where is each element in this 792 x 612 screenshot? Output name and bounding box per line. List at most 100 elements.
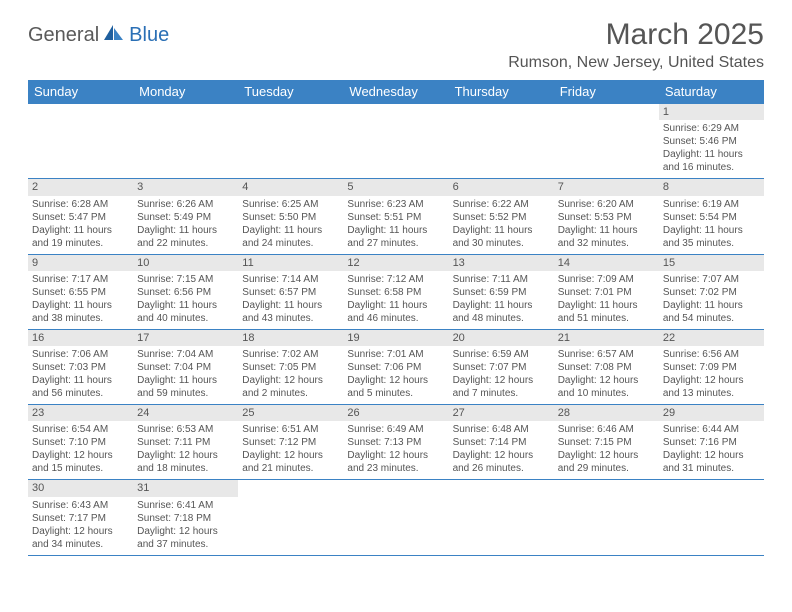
calendar-cell: 17 Sunrise: 7:04 AMSunset: 7:04 PMDayligh… [133,329,238,404]
calendar-cell: 4Sunrise: 6:25 AMSunset: 5:50 PMDaylight… [238,179,343,254]
daylight-text: Daylight: 12 hours and 37 minutes. [137,525,234,551]
daylight-text: Daylight: 12 hours and 23 minutes. [347,449,444,475]
logo: General Blue [28,24,169,47]
day-info: Sunrise: 7:12 AMSunset: 6:58 PMDaylight:… [347,273,444,325]
day-number: 20 [449,330,554,346]
day-number: 12 [343,255,448,271]
calendar-cell [343,480,448,555]
day-number: 22 [659,330,764,346]
day-header-row: SundayMondayTuesdayWednesdayThursdayFrid… [28,80,764,104]
sunrise-text: Sunrise: 6:29 AM [663,122,760,135]
daylight-text: Daylight: 12 hours and 5 minutes. [347,374,444,400]
sunrise-text: Sunrise: 6:53 AM [137,423,234,436]
calendar-cell: 19 Sunrise: 7:01 AMSunset: 7:06 PMDayligh… [343,329,448,404]
day-number: 10 [133,255,238,271]
day-number: 21 [554,330,659,346]
calendar-cell [28,104,133,179]
day-header: Saturday [659,80,764,104]
sunrise-text: Sunrise: 6:48 AM [453,423,550,436]
sunrise-text: Sunrise: 6:23 AM [347,198,444,211]
sunrise-text: Sunrise: 7:09 AM [558,273,655,286]
month-title: March 2025 [508,18,764,52]
title-block: March 2025 Rumson, New Jersey, United St… [508,18,764,72]
day-header: Sunday [28,80,133,104]
day-number: 16 [28,330,133,346]
day-info: Sunrise: 6:19 AMSunset: 5:54 PMDaylight:… [663,198,760,250]
day-number: 17 [133,330,238,346]
day-number: 23 [28,405,133,421]
calendar-cell: 16 Sunrise: 7:06 AMSunset: 7:03 PMDayligh… [28,329,133,404]
day-number: 19 [343,330,448,346]
calendar-cell [133,104,238,179]
sunrise-text: Sunrise: 6:25 AM [242,198,339,211]
sunset-text: Sunset: 6:56 PM [137,286,234,299]
calendar-week: 30Sunrise: 6:43 AMSunset: 7:17 PMDayligh… [28,480,764,555]
day-info: Sunrise: 6:29 AMSunset: 5:46 PMDaylight:… [663,122,760,174]
sunrise-text: Sunrise: 6:49 AM [347,423,444,436]
calendar-cell: 3Sunrise: 6:26 AMSunset: 5:49 PMDaylight… [133,179,238,254]
sunset-text: Sunset: 7:03 PM [32,361,129,374]
sunset-text: Sunset: 7:05 PM [242,361,339,374]
day-info: Sunrise: 6:28 AMSunset: 5:47 PMDaylight:… [32,198,129,250]
sunrise-text: Sunrise: 6:22 AM [453,198,550,211]
sunset-text: Sunset: 7:01 PM [558,286,655,299]
calendar-cell: 30Sunrise: 6:43 AMSunset: 7:17 PMDayligh… [28,480,133,555]
calendar-cell: 18Sunrise: 7:02 AMSunset: 7:05 PMDayligh… [238,329,343,404]
day-number: 25 [238,405,343,421]
sunset-text: Sunset: 7:02 PM [663,286,760,299]
sunset-text: Sunset: 7:15 PM [558,436,655,449]
sunrise-text: Sunrise: 7:04 AM [137,348,234,361]
daylight-text: Daylight: 11 hours and 30 minutes. [453,224,550,250]
calendar-cell: 23 Sunrise: 6:54 AMSunset: 7:10 PMDayligh… [28,405,133,480]
day-info: Sunrise: 6:26 AMSunset: 5:49 PMDaylight:… [137,198,234,250]
day-info: Sunrise: 7:04 AMSunset: 7:04 PMDaylight:… [137,348,234,400]
sunset-text: Sunset: 5:49 PM [137,211,234,224]
calendar-cell [449,480,554,555]
day-info: Sunrise: 7:06 AMSunset: 7:03 PMDaylight:… [32,348,129,400]
sunset-text: Sunset: 6:57 PM [242,286,339,299]
day-info: Sunrise: 7:09 AMSunset: 7:01 PMDaylight:… [558,273,655,325]
day-info: Sunrise: 6:41 AMSunset: 7:18 PMDaylight:… [137,499,234,551]
day-number: 9 [28,255,133,271]
calendar-week: 1Sunrise: 6:29 AMSunset: 5:46 PMDaylight… [28,104,764,179]
day-info: Sunrise: 7:01 AMSunset: 7:06 PMDaylight:… [347,348,444,400]
day-header: Tuesday [238,80,343,104]
sunrise-text: Sunrise: 6:56 AM [663,348,760,361]
calendar-cell [238,480,343,555]
sunset-text: Sunset: 7:16 PM [663,436,760,449]
sunset-text: Sunset: 7:18 PM [137,512,234,525]
calendar-cell [659,480,764,555]
calendar-week: 2Sunrise: 6:28 AMSunset: 5:47 PMDaylight… [28,179,764,254]
calendar-cell: 11Sunrise: 7:14 AMSunset: 6:57 PMDayligh… [238,254,343,329]
calendar-cell [554,104,659,179]
sunrise-text: Sunrise: 7:14 AM [242,273,339,286]
daylight-text: Daylight: 11 hours and 22 minutes. [137,224,234,250]
day-info: Sunrise: 6:25 AMSunset: 5:50 PMDaylight:… [242,198,339,250]
calendar-cell [449,104,554,179]
day-number: 15 [659,255,764,271]
calendar-body: 1Sunrise: 6:29 AMSunset: 5:46 PMDaylight… [28,104,764,556]
sunrise-text: Sunrise: 7:06 AM [32,348,129,361]
sunrise-text: Sunrise: 6:20 AM [558,198,655,211]
daylight-text: Daylight: 11 hours and 32 minutes. [558,224,655,250]
sunset-text: Sunset: 7:17 PM [32,512,129,525]
daylight-text: Daylight: 11 hours and 56 minutes. [32,374,129,400]
sunset-text: Sunset: 7:07 PM [453,361,550,374]
daylight-text: Daylight: 11 hours and 24 minutes. [242,224,339,250]
sunset-text: Sunset: 6:55 PM [32,286,129,299]
sunrise-text: Sunrise: 6:57 AM [558,348,655,361]
sunrise-text: Sunrise: 7:15 AM [137,273,234,286]
day-number: 30 [28,480,133,496]
calendar-cell: 21Sunrise: 6:57 AMSunset: 7:08 PMDayligh… [554,329,659,404]
day-info: Sunrise: 6:54 AMSunset: 7:10 PMDaylight:… [32,423,129,475]
calendar-cell: 28Sunrise: 6:46 AMSunset: 7:15 PMDayligh… [554,405,659,480]
day-number: 24 [133,405,238,421]
sunset-text: Sunset: 5:54 PM [663,211,760,224]
sunset-text: Sunset: 5:46 PM [663,135,760,148]
daylight-text: Daylight: 11 hours and 46 minutes. [347,299,444,325]
sunrise-text: Sunrise: 6:44 AM [663,423,760,436]
sunrise-text: Sunrise: 6:51 AM [242,423,339,436]
day-info: Sunrise: 6:46 AMSunset: 7:15 PMDaylight:… [558,423,655,475]
calendar-week: 16Sunrise: 7:06 AMSunset: 7:03 PMDayligh… [28,329,764,404]
sunrise-text: Sunrise: 7:02 AM [242,348,339,361]
